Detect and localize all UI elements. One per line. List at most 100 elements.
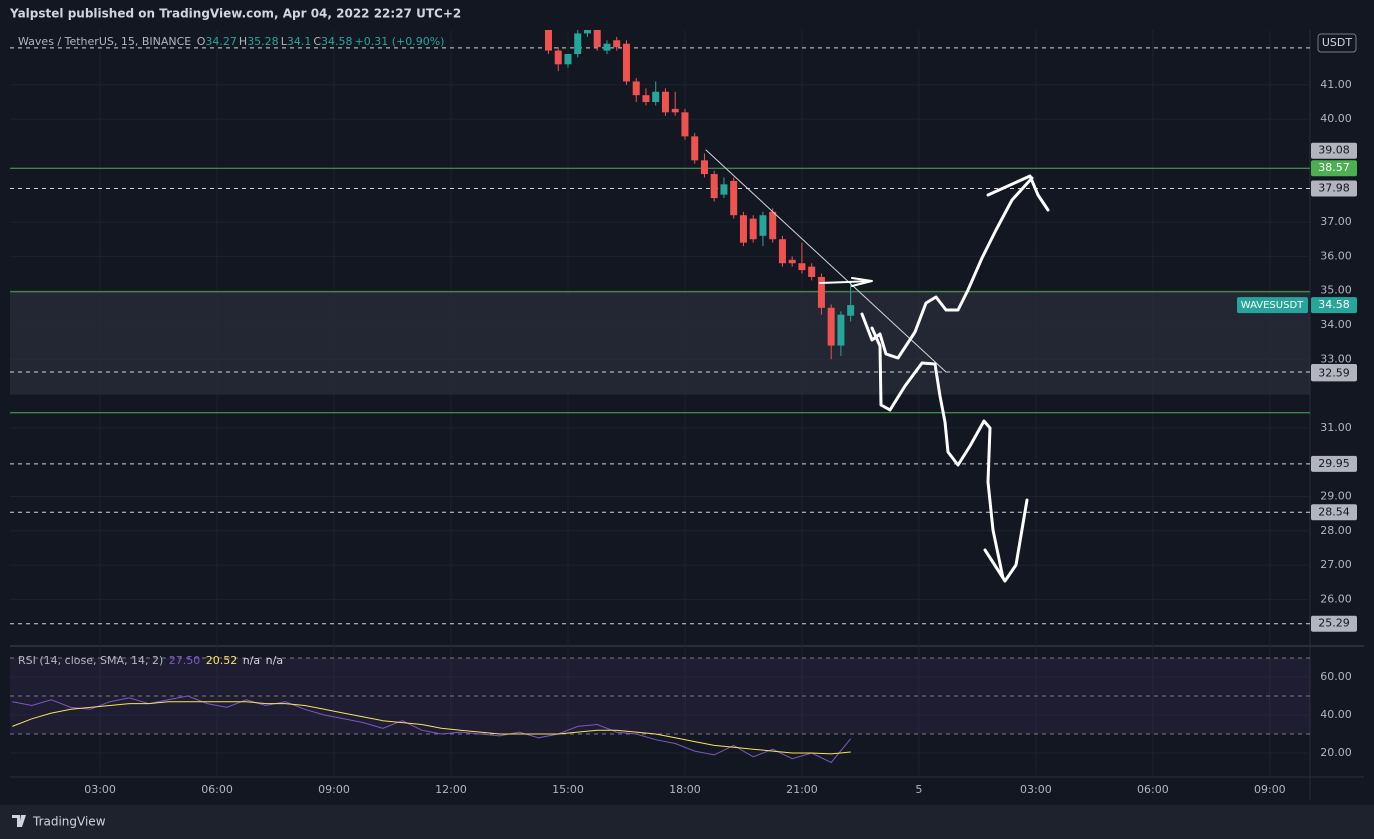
price-tag: [1311, 160, 1357, 177]
price-tag-label: 39.08: [1318, 144, 1350, 157]
candle-body: [691, 136, 699, 161]
candle-body: [798, 263, 806, 271]
rsi-na: n/a: [265, 654, 284, 667]
plot-bg: [10, 30, 1310, 777]
candle-body: [661, 91, 669, 113]
logo: [12, 815, 26, 827]
x-tick-label: 09:00: [1254, 783, 1286, 796]
candle-body: [827, 307, 835, 346]
rsi-title: RSI (14, close, SMA, 14, 2): [18, 654, 164, 667]
y-tick-label: 40.00: [1320, 708, 1352, 721]
candle-body: [739, 215, 747, 243]
published: Yalpstel published on TradingView.com, A…: [9, 7, 461, 21]
candle-body: [808, 266, 816, 277]
hand-stroke: [860, 174, 1050, 360]
candle-body: [681, 112, 689, 137]
price-tag: [1311, 180, 1357, 197]
candle-body: [769, 211, 777, 240]
rsi-legend: RSI (14, close, SMA, 14, 2) 27.50 20.52 …: [18, 654, 285, 667]
candle-body: [574, 33, 582, 55]
hand-stroke: [819, 277, 873, 287]
price-tag: [1311, 142, 1357, 159]
candle-body: [759, 215, 767, 236]
rsi-value: 27.50: [168, 654, 201, 667]
y-tick-label: 37.00: [1320, 215, 1352, 228]
ohlc-label: L: [280, 35, 287, 48]
change: +0.31 (+0.90%): [354, 35, 445, 48]
candle-body: [554, 50, 562, 65]
price-tag: [1311, 365, 1357, 382]
symbol-tag-label: WAVESUSDT: [1241, 300, 1304, 311]
x-tick-label: 09:00: [318, 783, 350, 796]
x-tick-label: 18:00: [669, 783, 701, 796]
price-tag: [1311, 297, 1357, 314]
x-tick-label: 12:00: [435, 783, 467, 796]
x-tick-label: 5: [915, 783, 922, 796]
y-tick-label: 40.00: [1320, 112, 1352, 125]
currency: USDT: [1322, 36, 1353, 49]
price-tag-label: 28.54: [1318, 505, 1350, 518]
x-tick-label: 06:00: [1137, 783, 1169, 796]
y-tick-label: 28.00: [1320, 524, 1352, 537]
rsi-line: [12, 701, 851, 755]
candle-body: [593, 30, 601, 48]
hand-drawing: [705, 149, 1050, 583]
ohlc-value: 34.1: [286, 35, 312, 48]
ohlc: O34.27 H35.28 L34.1 C34.58 +0.31 (+0.90%): [197, 35, 447, 48]
price-tag-label: 29.95: [1318, 457, 1350, 470]
candle-body: [720, 184, 728, 195]
candle-body: [710, 174, 718, 199]
candle-body: [544, 30, 552, 51]
x-tick-label: 06:00: [201, 783, 233, 796]
y-tick-label: 33.00: [1320, 352, 1352, 365]
candle-body: [700, 160, 708, 175]
rsi-na: n/a: [242, 654, 261, 667]
rsi-sma-value: 20.52: [205, 654, 238, 667]
candle-body: [632, 81, 640, 96]
candle-body: [642, 95, 650, 103]
y-tick-label: 29.00: [1320, 489, 1352, 502]
brand: TradingView: [32, 815, 106, 829]
y-tick-label: 27.00: [1320, 558, 1352, 571]
y-tick-label: 26.00: [1320, 592, 1352, 605]
y-tick-label: 41.00: [1320, 78, 1352, 91]
y-tick-label: 34.00: [1320, 318, 1352, 331]
candle-body: [603, 43, 611, 51]
candle-body: [788, 259, 796, 264]
symbol-tag: [1237, 297, 1308, 314]
price-tag: [1311, 455, 1357, 472]
price-tag-label: 34.58: [1318, 298, 1350, 311]
price-tag: [1311, 615, 1357, 632]
ohlc-value: 35.28: [247, 35, 279, 48]
trend-line: [705, 149, 947, 373]
x-tick-label: 03:00: [1020, 783, 1052, 796]
candle-body: [564, 54, 572, 65]
y-tick-label: 35.00: [1320, 284, 1352, 297]
candle-body: [817, 276, 825, 308]
candle-body: [730, 180, 738, 216]
x-tick-label: 03:00: [84, 783, 116, 796]
x-tick-label: 15:00: [552, 783, 584, 796]
price-tag-label: 38.57: [1318, 161, 1350, 174]
hand-stroke: [870, 326, 1029, 583]
ohlc-value: 34.27: [205, 35, 237, 48]
price-tag-label: 32.59: [1318, 366, 1350, 379]
currency-box: [1317, 33, 1357, 53]
candle-body: [671, 108, 679, 113]
ohlc-label: O: [196, 35, 206, 48]
price-tag-label: 37.98: [1318, 181, 1350, 194]
candle-body: [652, 91, 660, 103]
candle-body: [749, 218, 757, 240]
y-tick-label: 20.00: [1320, 746, 1352, 759]
candle-body: [837, 314, 845, 346]
price-tag: [1311, 504, 1357, 521]
price-tag-label: 25.29: [1318, 617, 1350, 630]
ohlc-value: 34.58: [321, 35, 353, 48]
y-tick-label: 60.00: [1320, 670, 1352, 683]
candle-body: [583, 30, 591, 34]
x-tick-label: 21:00: [786, 783, 818, 796]
candle-body: [622, 43, 630, 82]
candle-body: [847, 305, 855, 316]
legend: Waves / TetherUS, 15, BINANCE O34.27 H35.…: [18, 35, 448, 48]
